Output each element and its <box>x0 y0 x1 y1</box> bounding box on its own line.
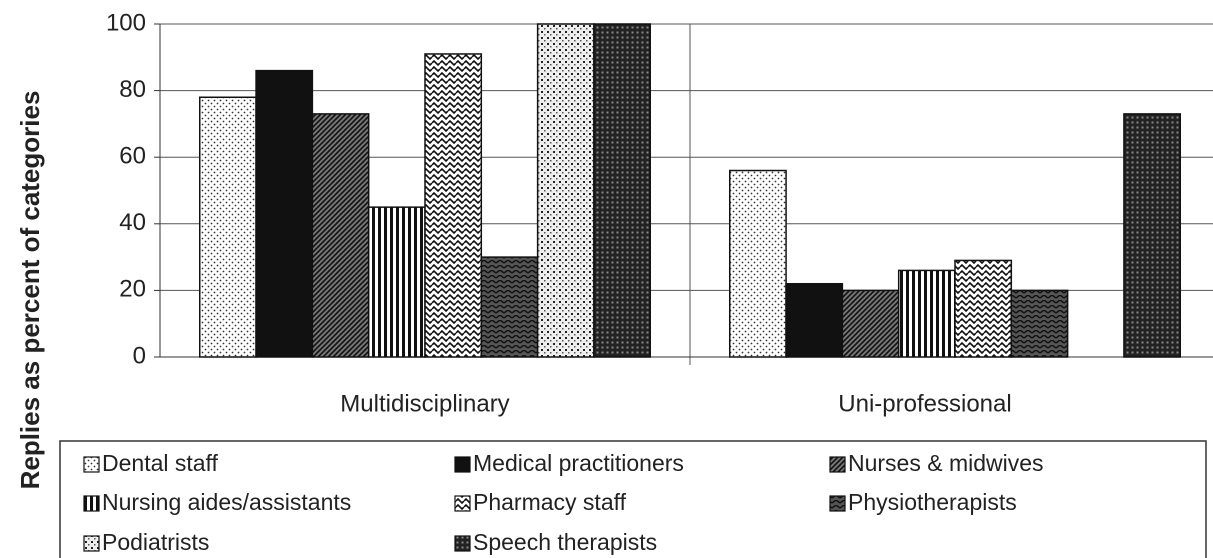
bar <box>199 96 257 358</box>
legend-swatch <box>83 535 100 552</box>
bar <box>954 259 1013 358</box>
legend-box <box>59 440 1207 558</box>
legend-swatch <box>454 535 471 552</box>
legend-label: Physiotherapists <box>848 489 1017 515</box>
x-tick-label: Multidisciplinary <box>340 390 509 417</box>
bar <box>367 206 426 358</box>
bar <box>897 269 956 358</box>
legend-label: Medical practitioners <box>473 450 684 476</box>
y-tick-label: 60 <box>119 143 146 170</box>
legend-swatch <box>454 456 471 473</box>
bar <box>1010 289 1069 358</box>
legend-label: Speech therapists <box>473 529 657 555</box>
legend-swatch <box>829 495 846 512</box>
y-tick-label: 20 <box>119 276 146 303</box>
bar <box>480 256 539 358</box>
bar <box>785 282 844 358</box>
legend-swatch <box>829 456 846 473</box>
legend-swatch <box>83 495 100 512</box>
bar <box>1123 113 1181 358</box>
y-tick-label: 100 <box>106 9 146 36</box>
bar <box>729 169 787 358</box>
y-tick-label: 0 <box>133 342 146 369</box>
legend-label: Dental staff <box>102 450 219 476</box>
legend-label: Nursing aides/assistants <box>102 489 351 515</box>
bar <box>255 69 314 358</box>
legend-label: Pharmacy staff <box>473 489 627 515</box>
legend-label: Podiatrists <box>102 529 209 555</box>
legend-swatch <box>83 456 100 473</box>
y-tick-label: 40 <box>119 209 146 236</box>
legend-swatch <box>454 495 471 512</box>
x-tick-label: Uni-professional <box>838 390 1011 417</box>
y-axis-label: Replies as percent of categories <box>15 91 45 490</box>
bar <box>841 289 900 358</box>
bar <box>536 23 595 358</box>
bar <box>424 53 483 358</box>
y-tick-label: 80 <box>119 76 146 103</box>
bar <box>311 113 370 358</box>
legend-label: Nurses & midwives <box>848 450 1044 476</box>
bar <box>593 23 651 358</box>
